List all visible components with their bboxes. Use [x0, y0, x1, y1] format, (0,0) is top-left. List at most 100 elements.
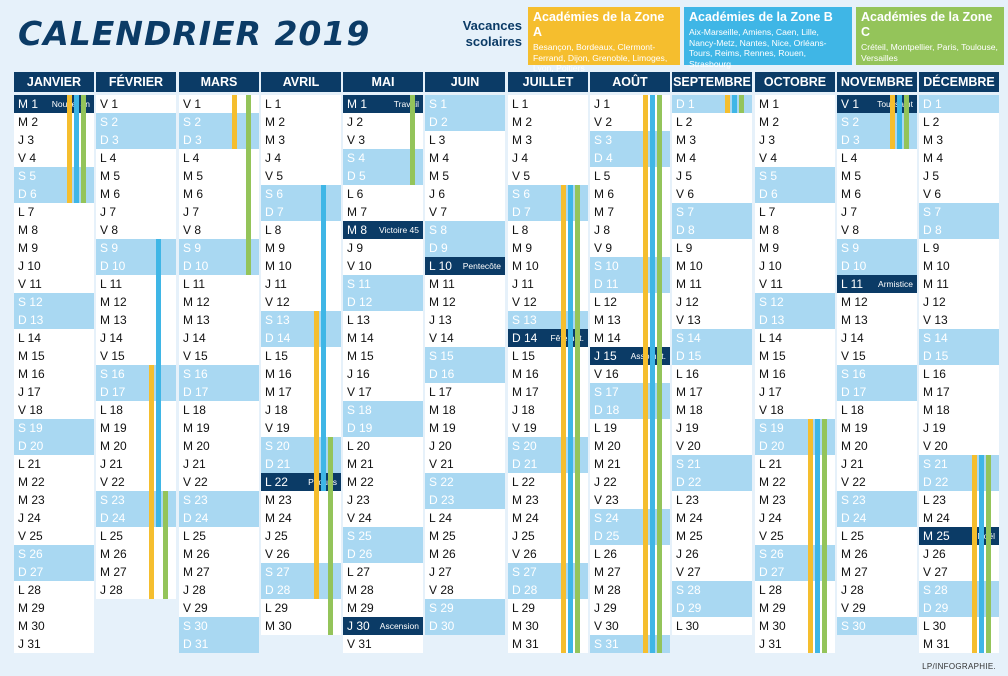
day-label: V 22: [183, 475, 208, 489]
day-label: M 29: [18, 601, 45, 615]
day-cell: D 13: [14, 311, 94, 329]
day-label: M 20: [100, 439, 127, 453]
day-cell: L 4: [179, 149, 259, 167]
day-label: M 27: [841, 565, 868, 579]
day-label: M 13: [594, 313, 621, 327]
day-label: M 10: [676, 259, 703, 273]
day-cell: J 4: [508, 149, 588, 167]
day-label: J 23: [347, 493, 370, 507]
day-cell: S 25: [343, 527, 423, 545]
day-label: M 23: [759, 493, 786, 507]
day-label: L 24: [429, 511, 452, 525]
day-cell: J 11: [261, 275, 341, 293]
day-cell: L 27: [343, 563, 423, 581]
day-cell: D 10: [837, 257, 917, 275]
day-label: M 10: [265, 259, 292, 273]
day-label: D 10: [841, 259, 867, 273]
vacation-bar-zone-c: [986, 455, 991, 653]
month-days: V 1 S 2 D 3 L 4 M 5 M 6 J 7 V 8 S 9 D 10 L 11 M 12 M…: [96, 95, 176, 599]
day-label: M 9: [265, 241, 286, 255]
day-label: J 10: [759, 259, 782, 273]
day-cell: D 17: [837, 383, 917, 401]
day-label: M 13: [100, 313, 127, 327]
day-cell: D 16: [425, 365, 505, 383]
day-cell: M 10: [919, 257, 999, 275]
day-label: D 3: [100, 133, 119, 147]
day-cell: M 19: [96, 419, 176, 437]
day-cell: L 7: [14, 203, 94, 221]
day-cell: J 21: [96, 455, 176, 473]
day-label: S 1: [429, 97, 448, 111]
day-cell: L 18: [96, 401, 176, 419]
day-label: S 22: [429, 475, 454, 489]
day-label: D 28: [512, 583, 538, 597]
day-label: V 11: [759, 277, 783, 291]
day-label: J 9: [347, 241, 364, 255]
day-label: J 28: [100, 583, 123, 597]
day-label: J 31: [18, 637, 41, 651]
day-cell: D 17: [96, 383, 176, 401]
day-cell: L 11 Armistice: [837, 275, 917, 293]
day-label: J 14: [841, 331, 864, 345]
day-label: M 11: [676, 277, 702, 291]
day-cell: M 1: [755, 95, 835, 113]
day-label: M 19: [841, 421, 868, 435]
day-cell: V 8: [837, 221, 917, 239]
day-label: J 21: [841, 457, 864, 471]
day-label: M 5: [183, 169, 204, 183]
day-label: M 11: [923, 277, 949, 291]
day-cell: M 5: [96, 167, 176, 185]
day-cell: L 15: [261, 347, 341, 365]
month-days: L 1 M 2 M 3 J 4 V 5 S 6 D 7 L 8 M 9 M 10 J 11 V 12 S…: [508, 95, 588, 653]
day-label: V 18: [759, 403, 784, 417]
day-cell: L 7: [755, 203, 835, 221]
day-cell: V 13: [919, 311, 999, 329]
day-label: L 11: [841, 277, 864, 291]
day-label: S 8: [429, 223, 448, 237]
day-cell: M 21: [343, 455, 423, 473]
day-label: L 10: [429, 259, 452, 273]
day-cell: M 24: [672, 509, 752, 527]
zone-a-cities: Besançon, Bordeaux, Clermont-Ferrand, Di…: [533, 42, 668, 73]
day-label: M 12: [429, 295, 456, 309]
day-label: S 10: [594, 259, 619, 273]
day-label: V 12: [512, 295, 537, 309]
day-label: S 2: [841, 115, 860, 129]
day-cell: V 4: [755, 149, 835, 167]
day-cell: M 3: [508, 131, 588, 149]
day-label: D 16: [429, 367, 455, 381]
day-cell: L 16: [672, 365, 752, 383]
day-cell: V 1: [96, 95, 176, 113]
day-cell: L 6: [343, 185, 423, 203]
day-label: V 4: [18, 151, 37, 165]
month-6: JUIN S 1 D 2 L 3 M 4 M 5 J 6 V 7 S 8 D 9 L 10 Pente…: [425, 72, 505, 635]
day-label: D 3: [183, 133, 202, 147]
day-label: M 15: [759, 349, 786, 363]
vacation-bar-zone-c: [163, 491, 168, 599]
day-cell: L 4: [96, 149, 176, 167]
day-cell: V 25: [14, 527, 94, 545]
day-label: J 1: [594, 97, 611, 111]
day-cell: S 9: [179, 239, 259, 257]
day-label: D 27: [759, 565, 785, 579]
day-cell: M 2: [261, 113, 341, 131]
day-label: M 2: [265, 115, 286, 129]
day-cell: M 23: [261, 491, 341, 509]
day-cell: J 5: [919, 167, 999, 185]
day-label: S 19: [18, 421, 43, 435]
day-label: L 4: [841, 151, 858, 165]
day-cell: J 17: [755, 383, 835, 401]
day-cell: J 10: [755, 257, 835, 275]
day-cell: V 29: [837, 599, 917, 617]
day-label: V 5: [512, 169, 531, 183]
day-label: J 19: [676, 421, 699, 435]
day-label: J 5: [676, 169, 693, 183]
day-cell: D 3: [96, 131, 176, 149]
day-cell: M 15: [14, 347, 94, 365]
day-cell: V 5: [508, 167, 588, 185]
day-label: S 2: [100, 115, 119, 129]
day-cell: J 24: [14, 509, 94, 527]
day-cell: M 27: [179, 563, 259, 581]
day-label: M 16: [759, 367, 786, 381]
